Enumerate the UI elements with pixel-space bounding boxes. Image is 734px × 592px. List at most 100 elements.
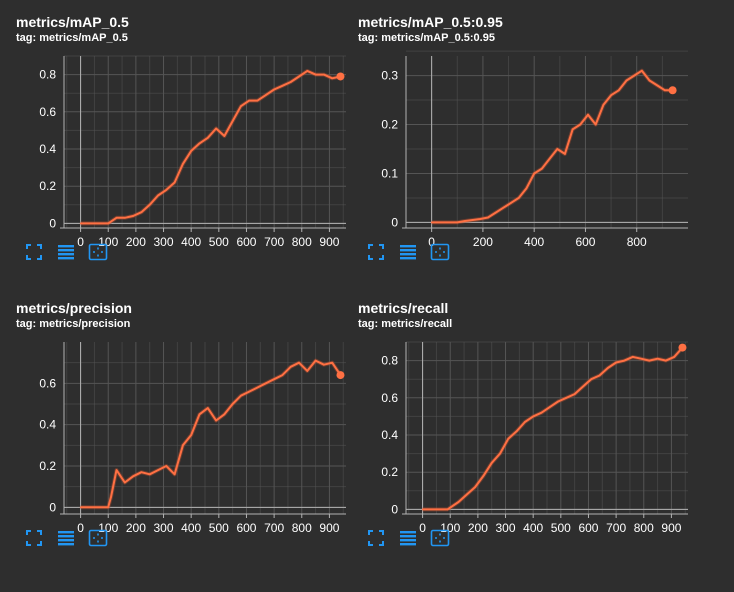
series-line bbox=[431, 69, 673, 224]
data-point bbox=[571, 128, 574, 131]
x-tick-label: 600 bbox=[236, 521, 256, 535]
chart-card: metrics/mAP_0.5:0.95 tag: metrics/mAP_0.… bbox=[358, 14, 718, 304]
data-point bbox=[487, 216, 489, 219]
x-tick-label: 600 bbox=[236, 235, 256, 249]
data-point bbox=[502, 206, 505, 209]
data-point bbox=[298, 75, 300, 78]
y-tick-label: 0 bbox=[49, 500, 56, 514]
fullscreen-icon[interactable] bbox=[24, 242, 44, 262]
data-point bbox=[564, 153, 566, 155]
x-tick-label: 300 bbox=[496, 521, 516, 535]
data-point bbox=[579, 123, 582, 126]
data-point bbox=[182, 444, 184, 447]
data-point bbox=[273, 378, 275, 380]
data-point bbox=[430, 221, 433, 224]
data-point bbox=[323, 73, 325, 76]
chart-title: metrics/mAP_0.5 bbox=[16, 14, 129, 30]
line-chart[interactable]: 0 100 200 300 400 500 600 700 800 900 0 0.2 0.4 0.6 0.… bbox=[16, 52, 356, 252]
toggle-log-scale-icon[interactable] bbox=[56, 528, 76, 548]
fullscreen-icon[interactable] bbox=[366, 528, 386, 548]
data-point bbox=[548, 406, 551, 408]
data-point bbox=[533, 172, 535, 175]
y-tick-label: 0 bbox=[49, 216, 56, 230]
x-tick-label: 200 bbox=[473, 235, 493, 249]
y-tick-label: 0 bbox=[391, 215, 398, 229]
data-point bbox=[507, 437, 510, 440]
x-tick-label: 400 bbox=[181, 521, 201, 535]
data-point bbox=[248, 99, 251, 102]
y-tick-label: 0.6 bbox=[39, 105, 56, 119]
data-point bbox=[190, 150, 192, 152]
data-point bbox=[157, 194, 159, 197]
data-point bbox=[231, 403, 234, 405]
x-tick-label: 400 bbox=[523, 521, 543, 535]
x-tick-label: 200 bbox=[126, 521, 146, 535]
data-point bbox=[265, 382, 267, 385]
data-point bbox=[165, 189, 168, 191]
data-point bbox=[215, 127, 217, 130]
data-point bbox=[524, 421, 526, 423]
y-tick-label: 0.1 bbox=[381, 166, 398, 180]
toggle-log-scale-icon[interactable] bbox=[56, 242, 76, 262]
x-tick-label: 500 bbox=[209, 235, 229, 249]
data-point bbox=[110, 496, 112, 498]
x-tick-label: 100 bbox=[98, 235, 118, 249]
x-tick-label: 200 bbox=[468, 521, 488, 535]
data-point bbox=[499, 452, 501, 455]
data-point bbox=[625, 79, 628, 82]
data-point bbox=[633, 74, 635, 77]
x-tick-label: 0 bbox=[419, 521, 426, 535]
fullscreen-icon[interactable] bbox=[24, 528, 44, 548]
line-chart[interactable]: 0 100 200 300 400 500 600 700 800 900 0 0.2 0.4 0.6 bbox=[16, 338, 356, 538]
fit-domain-icon[interactable] bbox=[430, 528, 450, 548]
data-point bbox=[165, 465, 168, 467]
data-point bbox=[656, 84, 659, 87]
y-tick-label: 0 bbox=[391, 502, 398, 516]
data-point bbox=[140, 471, 143, 473]
data-point bbox=[314, 359, 317, 362]
data-point bbox=[107, 222, 110, 225]
line-chart[interactable]: 0 200 400 600 800 0 0.1 0.2 0.3 bbox=[358, 50, 698, 252]
data-point bbox=[482, 475, 485, 477]
fit-domain-icon[interactable] bbox=[430, 242, 450, 262]
data-point bbox=[198, 413, 201, 416]
y-tick-label: 0.8 bbox=[381, 354, 398, 368]
data-point bbox=[490, 462, 493, 464]
data-point bbox=[656, 357, 659, 360]
data-point bbox=[548, 157, 551, 160]
series-line bbox=[80, 69, 341, 225]
data-point bbox=[587, 113, 589, 116]
x-tick-label: 400 bbox=[524, 235, 544, 249]
data-point bbox=[331, 361, 333, 364]
data-point bbox=[298, 361, 300, 364]
data-point bbox=[610, 94, 612, 96]
data-point bbox=[256, 99, 259, 102]
series-line bbox=[422, 346, 684, 511]
x-tick-label: 700 bbox=[606, 521, 626, 535]
chart-title: metrics/precision bbox=[16, 300, 132, 316]
fullscreen-icon[interactable] bbox=[366, 242, 386, 262]
x-tick-label: 900 bbox=[319, 521, 339, 535]
data-point bbox=[206, 137, 209, 139]
data-point bbox=[206, 407, 209, 409]
data-point bbox=[510, 202, 512, 204]
data-point bbox=[314, 73, 317, 76]
x-tick-label: 600 bbox=[575, 235, 595, 249]
data-point bbox=[464, 220, 466, 222]
fit-domain-icon[interactable] bbox=[88, 528, 108, 548]
toggle-log-scale-icon[interactable] bbox=[398, 528, 418, 548]
toggle-log-scale-icon[interactable] bbox=[398, 242, 418, 262]
x-tick-label: 800 bbox=[292, 521, 312, 535]
data-point bbox=[590, 378, 593, 380]
y-tick-label: 0.4 bbox=[39, 418, 56, 432]
x-tick-label: 700 bbox=[264, 235, 284, 249]
line-chart[interactable]: 0 100 200 300 400 500 600 700 800 900 0 0.2 0.4 0.6 0.… bbox=[358, 338, 698, 538]
data-point bbox=[256, 386, 259, 389]
y-tick-label: 0.4 bbox=[381, 428, 398, 442]
data-point bbox=[289, 81, 292, 83]
fit-domain-icon[interactable] bbox=[88, 242, 108, 262]
x-tick-label: 100 bbox=[440, 521, 460, 535]
data-point bbox=[598, 374, 601, 377]
last-value-marker bbox=[668, 86, 677, 95]
data-point bbox=[556, 148, 559, 150]
